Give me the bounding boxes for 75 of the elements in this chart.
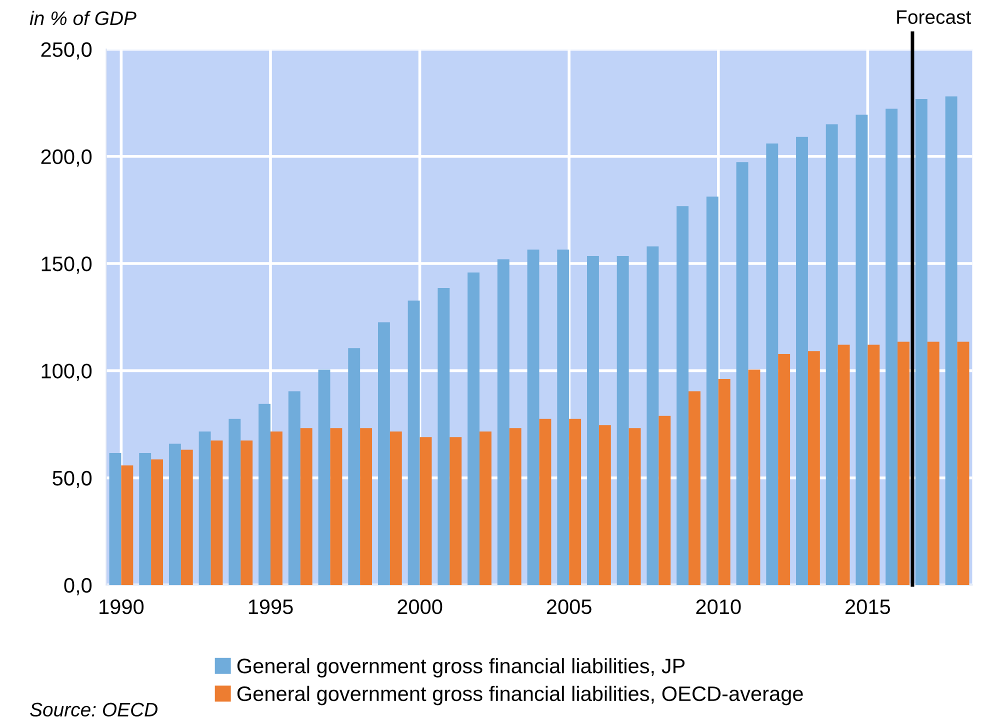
y-tick-label: 250,0 — [41, 42, 92, 60]
bar — [838, 344, 850, 585]
bar — [509, 428, 522, 585]
bar — [957, 342, 970, 585]
bar — [945, 96, 958, 585]
bar — [736, 162, 748, 585]
bar — [360, 428, 372, 585]
bar — [210, 440, 223, 585]
bar — [915, 98, 928, 585]
bar — [856, 114, 868, 585]
bar — [628, 428, 641, 585]
legend-label: General government gross financial liabilities, OECD-average — [237, 686, 803, 706]
bar — [180, 450, 193, 585]
bar — [658, 416, 671, 585]
bar — [718, 379, 730, 585]
bar — [778, 354, 790, 585]
bar — [868, 344, 880, 585]
ref-line-label: Forecast — [897, 10, 972, 24]
bar — [497, 259, 510, 585]
bar — [480, 432, 492, 585]
bar — [270, 432, 282, 585]
bar — [706, 196, 718, 585]
y-tick-label: 200,0 — [41, 149, 92, 167]
source-note: Source: OECD — [30, 702, 158, 717]
bar — [240, 440, 253, 585]
bar — [408, 300, 420, 585]
bar — [300, 428, 312, 585]
bar — [330, 428, 342, 585]
bar — [121, 465, 134, 585]
bar — [748, 370, 760, 585]
bar — [378, 322, 390, 585]
bar — [420, 437, 432, 585]
y-axis-title: in % of GDP — [30, 10, 136, 26]
bar — [587, 256, 599, 585]
bar — [539, 418, 552, 585]
bar — [927, 342, 940, 585]
bar — [557, 250, 570, 585]
bar — [450, 437, 462, 585]
bar — [598, 425, 611, 585]
bar — [808, 351, 820, 585]
y-tick-label: 0,0 — [64, 578, 92, 596]
bar — [569, 418, 582, 585]
x-tick-label: 2005 — [546, 599, 592, 614]
bar — [228, 418, 241, 585]
x-tick-label: 1990 — [100, 599, 144, 614]
bar — [168, 444, 181, 585]
x-tick-label: 2015 — [846, 599, 890, 614]
bar — [348, 348, 360, 585]
bar — [527, 250, 540, 585]
bar — [288, 391, 300, 585]
bar — [258, 404, 270, 585]
y-tick-label: 50,0 — [52, 470, 92, 488]
bar — [390, 432, 402, 585]
bar — [139, 452, 152, 585]
bar — [468, 272, 480, 585]
bar — [438, 288, 450, 585]
legend-label: General government gross financial liabilities, JP — [237, 658, 685, 678]
bar — [886, 108, 898, 585]
bar — [151, 459, 164, 585]
bar — [198, 432, 211, 585]
bar — [898, 342, 910, 585]
x-tick-label: 2000 — [398, 599, 442, 614]
x-tick-label: 1995 — [248, 599, 293, 614]
bar — [616, 256, 629, 585]
y-tick-label: 100,0 — [42, 364, 92, 381]
bar — [688, 391, 700, 585]
bar — [318, 370, 330, 585]
x-tick-label: 2010 — [696, 599, 741, 614]
bar — [676, 206, 689, 585]
bar — [646, 246, 659, 585]
bar — [766, 144, 778, 585]
y-tick-label: 150,0 — [42, 256, 92, 274]
bar — [826, 124, 838, 585]
bar — [109, 452, 122, 585]
bar — [796, 136, 808, 585]
